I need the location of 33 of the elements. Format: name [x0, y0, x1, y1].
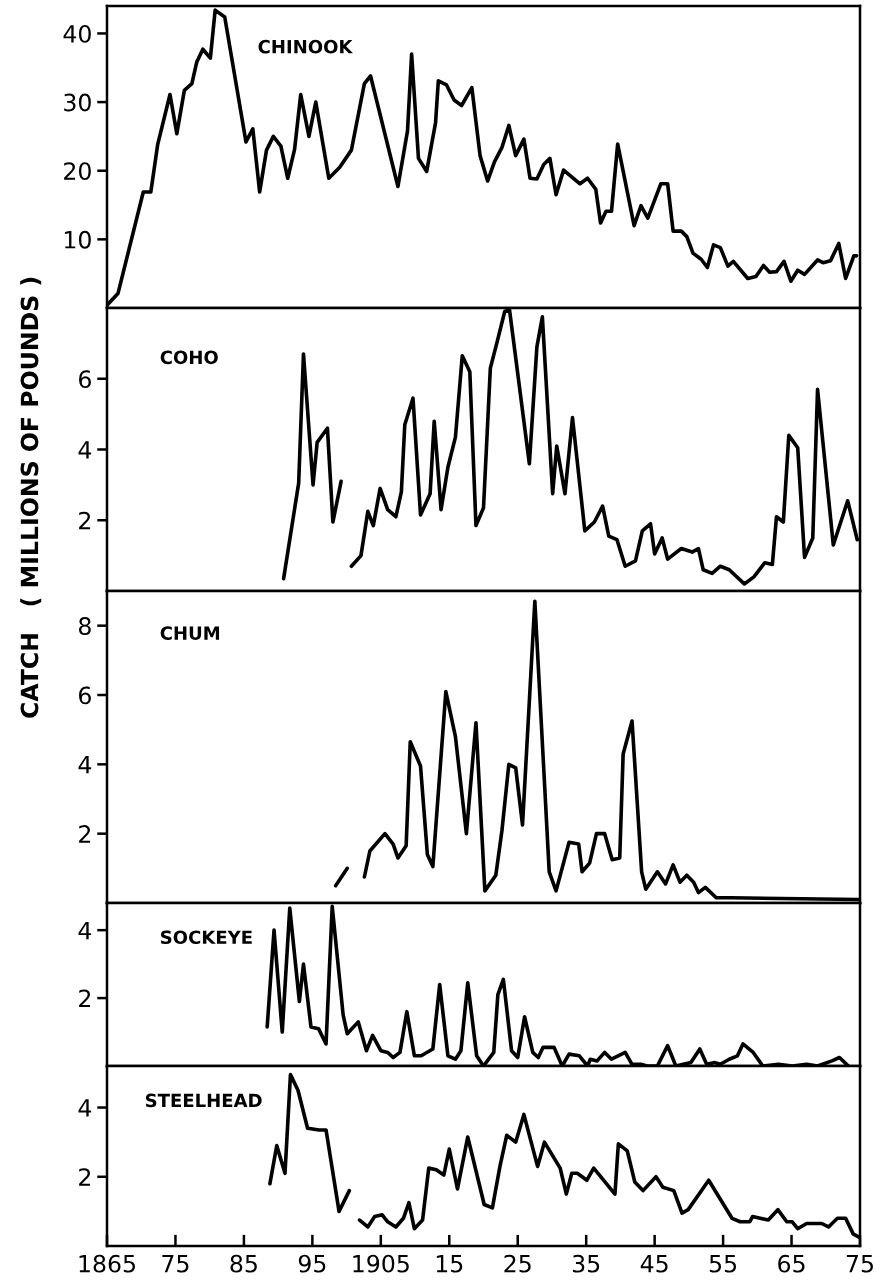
- y-tick-label: 6: [79, 686, 91, 705]
- text: SOCKEYE: [161, 930, 252, 945]
- y-axis-title: CATCH ( MILLIONS OF POUNDS ): [20, 277, 42, 718]
- x-tick-label: 45: [640, 1255, 668, 1273]
- text: STEELHEAD: [145, 1093, 262, 1108]
- x-tick-label: 25: [504, 1254, 531, 1273]
- x-tick-label: 1905: [353, 1254, 409, 1273]
- y-tick-label: 6: [79, 370, 91, 389]
- x-tick-label: 75: [162, 1255, 189, 1273]
- y-tick-label: 2: [79, 825, 91, 843]
- y-tick-label: 4: [78, 441, 92, 459]
- x-tick-label: 1865: [79, 1254, 135, 1273]
- x-tick-label: 85: [230, 1254, 257, 1273]
- y-tick-label: 30: [64, 93, 91, 112]
- y-tick-label: 20: [64, 162, 91, 181]
- x-tick-label: 35: [572, 1254, 600, 1273]
- x-tick-label: 15: [436, 1255, 463, 1273]
- y-tick-label: 10: [64, 230, 91, 249]
- y-tick-label: 2: [79, 1168, 91, 1186]
- y-tick-label: 2: [79, 511, 91, 530]
- y-tick-label: 4: [78, 756, 92, 774]
- y-tick-label: 8: [79, 617, 91, 635]
- text: COHO: [160, 350, 218, 365]
- x-tick-label: 75: [846, 1255, 873, 1273]
- text: CHUM: [160, 626, 220, 640]
- y-tick-label: 40: [63, 24, 91, 43]
- y-tick-label: 4: [78, 1099, 92, 1117]
- x-tick-label: 65: [778, 1254, 805, 1273]
- x-tick-label: 55: [709, 1255, 737, 1273]
- y-tick-label: 2: [79, 989, 91, 1008]
- y-tick-label: 4: [78, 921, 92, 940]
- x-tick-label: 95: [298, 1254, 326, 1273]
- text: CHINOOK: [258, 39, 354, 54]
